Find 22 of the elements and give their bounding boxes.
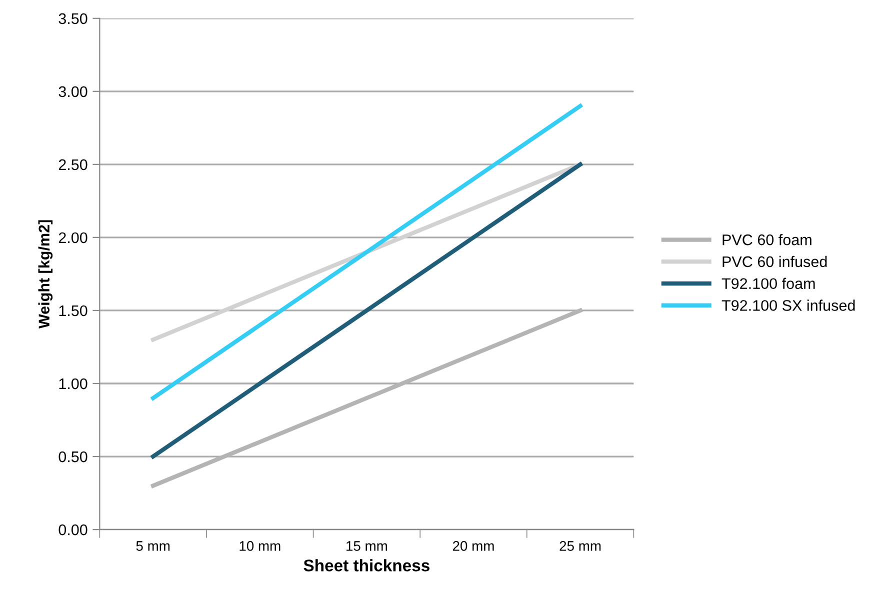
x-tick-label: 15 mm xyxy=(346,541,387,551)
x-axis-title: Sheet thickness xyxy=(304,559,430,572)
y-tick-label: 1.00 xyxy=(59,378,88,390)
x-tick-label: 25 mm xyxy=(560,541,601,551)
legend-label: PVC 60 foam xyxy=(722,234,812,246)
line-series xyxy=(150,162,582,342)
x-tick-label: 20 mm xyxy=(452,541,494,551)
x-tick-label: 5 mm xyxy=(136,541,170,551)
y-tick-label: 3.00 xyxy=(58,86,88,98)
line-series xyxy=(150,162,582,459)
line-series xyxy=(150,104,582,400)
legend-label: T92.100 SX infused xyxy=(722,300,855,311)
y-axis-title: Weight [kg/m2] xyxy=(38,220,53,329)
legend-label: PVC 60 infused xyxy=(722,256,827,268)
y-tick-label: 2.50 xyxy=(58,159,88,170)
y-tick-label: 2.00 xyxy=(58,232,88,244)
y-tick-label: 0.50 xyxy=(58,451,88,462)
x-tick-label: 10 mm xyxy=(240,541,280,551)
legend-label: T92.100 foam xyxy=(722,278,815,290)
y-tick-label: 0.00 xyxy=(58,524,88,536)
y-tick-label: 1.50 xyxy=(59,305,88,316)
y-tick-label: 3.50 xyxy=(58,13,88,24)
